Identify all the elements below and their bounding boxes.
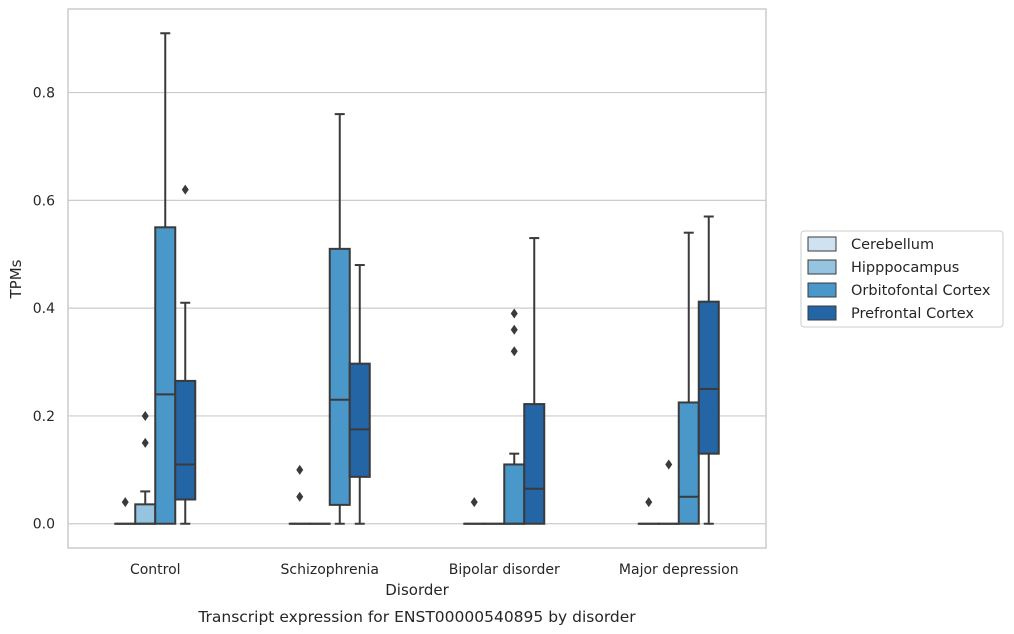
legend-items: Cerebellum Hipppocampus Orbitofontal Corte… [807,236,991,322]
box-prefrontal-cortex [348,264,371,525]
box-orbitofontal-cortex [677,231,700,525]
box-rect [154,226,177,525]
y-tick-label: 0.4 [33,301,55,317]
legend-frame [800,230,1004,328]
outlier-marker [470,497,478,508]
box-rect [503,463,526,525]
box-cerebellum [114,497,137,525]
x-tick-label: Major depression [619,562,739,578]
legend-swatch [807,236,837,252]
box-rect [523,403,546,525]
outlier-marker [665,459,673,470]
x-axis-label: Disorder [385,581,449,599]
box-rect [134,503,157,525]
y-axis-ticks: 0.0 0.2 0.4 0.6 0.8 [33,86,55,533]
box-cerebellum [288,464,311,525]
x-tick-label: Bipolar disorder [449,562,560,578]
y-axis-label: TPMs [7,259,25,299]
outlier-marker [296,491,304,502]
x-tick-label: Schizophrenia [281,562,379,578]
legend-swatch [807,282,837,298]
box-rect [174,379,197,501]
legend: Cerebellum Hipppocampus Orbitofontal Corte… [800,230,1004,328]
x-tick-label: Control [130,562,181,578]
box-orbitofontal-cortex [328,113,351,525]
box-orbitofontal-cortex [154,32,177,525]
legend-label: Orbitofontal Cortex [851,283,991,299]
legend-swatch [807,259,837,275]
box-hipppocampus [657,459,680,525]
plot-frame [67,8,767,549]
outlier-marker [510,324,518,335]
x-axis-ticks: Control Schizophrenia Bipolar disorder Majo… [130,562,739,578]
outlier-marker [141,410,149,421]
outlier-marker [141,437,149,448]
box-rect [677,401,700,525]
box-hipppocampus [134,410,157,525]
box-plots [114,32,720,525]
outlier-marker [296,464,304,475]
y-tick-label: 0.6 [33,193,55,209]
box-cerebellum [637,497,660,525]
outlier-marker [510,308,518,319]
box-rect [348,362,371,478]
outlier-marker [645,497,653,508]
legend-label: Cerebellum [851,237,934,253]
box-cerebellum [463,497,486,525]
outlier-marker [510,346,518,357]
y-tick-label: 0.8 [33,86,55,102]
outlier-marker [181,184,189,195]
box-rect [697,300,720,455]
y-tick-label: 0.0 [33,517,55,533]
y-tick-label: 0.2 [33,409,55,425]
box-prefrontal-cortex [697,215,720,525]
outlier-marker [121,497,129,508]
box-orbitofontal-cortex [503,308,526,525]
legend-swatch [807,305,837,321]
legend-label: Hipppocampus [851,260,959,276]
box-rect [328,247,351,506]
legend-label: Prefrontal Cortex [851,306,974,322]
chart-caption: Transcript expression for ENST0000054089… [197,608,636,626]
box-prefrontal-cortex [523,237,546,525]
box-prefrontal-cortex [174,184,197,525]
